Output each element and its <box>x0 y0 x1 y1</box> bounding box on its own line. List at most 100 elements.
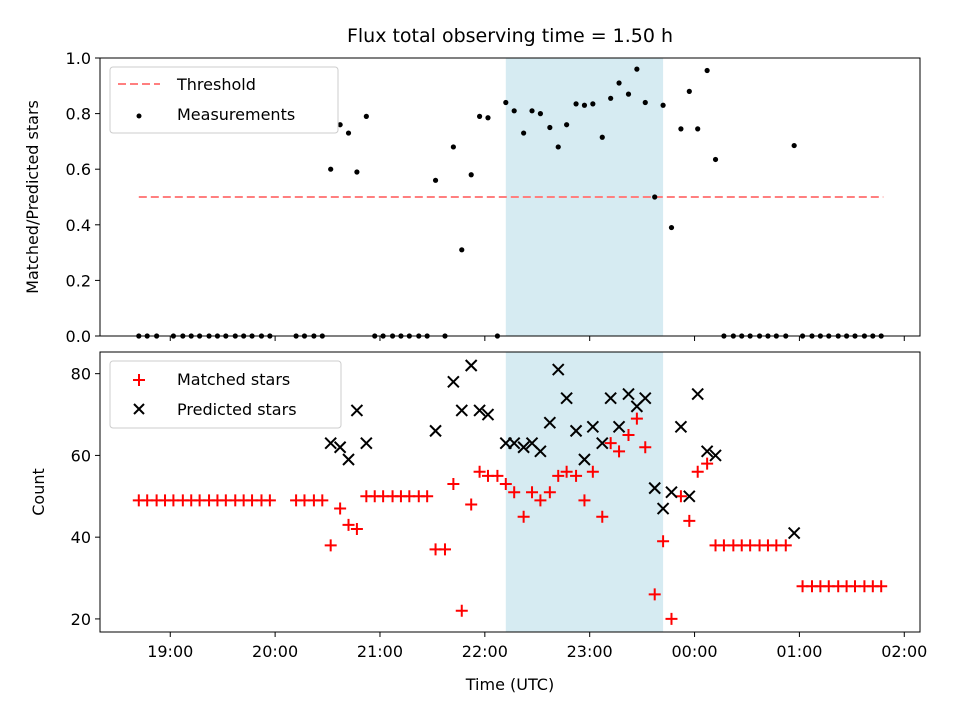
predicted-star-point <box>543 416 557 429</box>
x-tick-label: 20:00 <box>252 642 298 661</box>
x-axis-label: Time (UTC) <box>465 675 554 694</box>
matched-star-point <box>691 465 704 478</box>
top-y-tick-label: 0.2 <box>66 271 91 290</box>
matched-star-point <box>639 441 652 454</box>
predicted-star-point <box>787 526 801 540</box>
predicted-star-point <box>604 391 617 405</box>
predicted-star-point <box>342 453 355 466</box>
predicted-star-point <box>324 436 337 450</box>
measurement-point <box>468 172 474 178</box>
predicted-star-point <box>552 363 565 376</box>
measurement-point <box>652 194 658 200</box>
matched-star-point <box>570 469 583 482</box>
measurement-point <box>555 144 561 150</box>
bottom-legend: Matched stars Predicted stars <box>109 360 342 429</box>
predicted-star-point <box>455 404 468 417</box>
matched-star-point <box>350 522 363 535</box>
measurement-point <box>678 126 684 132</box>
measurement-point <box>363 113 369 119</box>
measurement-point <box>511 108 517 114</box>
matched-star-point <box>324 539 337 552</box>
predicted-star-point <box>569 424 583 438</box>
bottom-plot-frame <box>99 351 921 633</box>
matched-star-point <box>316 494 329 507</box>
predicted-star-point <box>560 391 573 405</box>
measurement-point <box>537 111 544 117</box>
legend-matched-label: Matched stars <box>177 370 290 389</box>
measurement-point <box>485 115 491 121</box>
predicted-star-point <box>596 436 609 450</box>
predicted-star-point <box>691 387 704 401</box>
top-y-tick-label: 1.0 <box>66 49 91 68</box>
measurement-point <box>503 99 509 106</box>
bottom-y-tick-label: 60 <box>71 446 91 465</box>
measurement-point <box>345 130 352 136</box>
matched-star-point <box>473 465 486 478</box>
predicted-star-point <box>507 436 521 450</box>
measurement-point <box>529 108 535 114</box>
predicted-star-point <box>700 445 714 458</box>
measurement-point <box>608 95 614 101</box>
bottom-y-tick-label: 40 <box>71 528 91 547</box>
predicted-star-point <box>612 420 626 434</box>
x-tick-label: 02:00 <box>881 642 927 661</box>
predicted-star-point <box>665 485 678 499</box>
predicted-star-point <box>429 424 442 438</box>
bottom-y-tick-label: 20 <box>71 610 91 629</box>
predicted-star-point <box>578 453 591 466</box>
matched-star-point <box>586 465 599 478</box>
predicted-star-point <box>481 408 495 421</box>
matched-star-point <box>508 486 521 499</box>
matched-star-point <box>604 437 617 450</box>
matched-star-point <box>491 469 504 482</box>
predicted-star-point <box>674 420 688 434</box>
predicted-star-point <box>622 387 635 401</box>
x-tick-label: 22:00 <box>462 642 508 661</box>
measurement-point <box>704 67 710 74</box>
matched-star-point <box>263 494 276 507</box>
predicted-star-point <box>656 502 670 515</box>
matched-star-point <box>875 580 888 593</box>
matched-star-point <box>342 518 355 531</box>
bottom-y-tick-label: 80 <box>71 365 91 384</box>
matched-star-point <box>630 412 643 425</box>
x-tick-label: 00:00 <box>671 642 717 661</box>
legend-predicted-marker <box>133 403 145 415</box>
legend-matched-marker <box>133 374 145 386</box>
predicted-star-point <box>586 420 600 434</box>
top-legend-box <box>109 66 339 134</box>
top-y-tick-label: 0.0 <box>66 327 91 346</box>
matched-star-point <box>334 502 347 515</box>
measurement-point <box>695 126 701 132</box>
matched-star-point <box>622 428 635 441</box>
matched-star-point <box>596 510 609 523</box>
legend-measurements-label: Measurements <box>177 105 295 124</box>
matched-star-point <box>438 543 451 556</box>
matched-star-point <box>455 604 468 617</box>
measurement-point <box>521 130 527 136</box>
x-tick-label: 23:00 <box>567 642 613 661</box>
predicted-star-point <box>534 445 547 458</box>
top-plot-frame <box>99 57 921 337</box>
matched-star-point <box>683 514 696 527</box>
matched-star-point <box>648 588 661 601</box>
measurement-point <box>686 88 692 94</box>
matched-star-point <box>779 539 792 552</box>
predicted-star-point <box>473 404 486 417</box>
predicted-star-point <box>639 391 652 405</box>
top-y-tick-label: 0.4 <box>66 216 91 235</box>
matched-star-point <box>465 498 478 511</box>
predicted-star-point <box>360 436 373 450</box>
predicted-star-point <box>333 441 347 454</box>
predicted-star-point <box>464 359 478 372</box>
top-legend: Threshold Measurements <box>109 66 339 134</box>
matched-star-point <box>665 612 678 625</box>
matched-star-point <box>534 494 547 507</box>
matched-star-point <box>499 478 512 491</box>
measurement-point <box>642 99 648 106</box>
matched-star-point <box>552 469 565 482</box>
bottom-legend-box <box>109 360 342 429</box>
predicted-star-point <box>683 490 696 503</box>
top-y-axis-label: Matched/Predicted stars <box>23 100 42 294</box>
